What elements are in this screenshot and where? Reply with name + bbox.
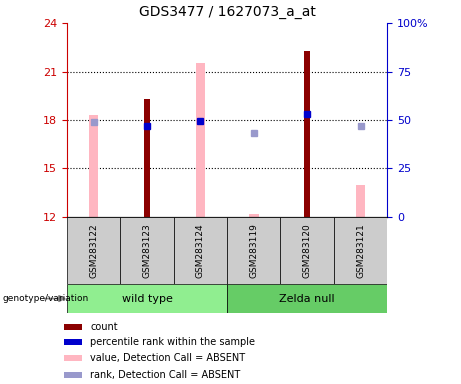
Bar — [67, 284, 227, 313]
Bar — [64, 324, 82, 330]
Text: wild type: wild type — [122, 293, 172, 304]
Bar — [89, 115, 98, 217]
Text: Zelda null: Zelda null — [279, 293, 335, 304]
Bar — [174, 217, 227, 284]
Bar — [120, 217, 174, 284]
Bar — [304, 51, 310, 217]
Text: GSM283119: GSM283119 — [249, 223, 258, 278]
Text: GSM283120: GSM283120 — [302, 223, 312, 278]
Text: GSM283122: GSM283122 — [89, 223, 98, 278]
Bar — [334, 217, 387, 284]
Bar — [64, 339, 82, 345]
Bar — [64, 356, 82, 361]
Text: genotype/variation: genotype/variation — [2, 294, 89, 303]
Bar — [280, 217, 334, 284]
Bar — [356, 185, 366, 217]
Bar — [195, 63, 205, 217]
Bar — [67, 217, 120, 284]
Text: GSM283124: GSM283124 — [196, 223, 205, 278]
Text: GSM283123: GSM283123 — [142, 223, 152, 278]
Bar — [64, 372, 82, 377]
Text: percentile rank within the sample: percentile rank within the sample — [90, 337, 255, 348]
Text: rank, Detection Call = ABSENT: rank, Detection Call = ABSENT — [90, 369, 240, 380]
Bar — [227, 284, 387, 313]
Bar — [249, 214, 259, 217]
Text: value, Detection Call = ABSENT: value, Detection Call = ABSENT — [90, 353, 245, 364]
Text: count: count — [90, 322, 118, 332]
Bar — [144, 99, 150, 217]
Text: GSM283121: GSM283121 — [356, 223, 365, 278]
Title: GDS3477 / 1627073_a_at: GDS3477 / 1627073_a_at — [139, 5, 315, 19]
Bar — [227, 217, 280, 284]
